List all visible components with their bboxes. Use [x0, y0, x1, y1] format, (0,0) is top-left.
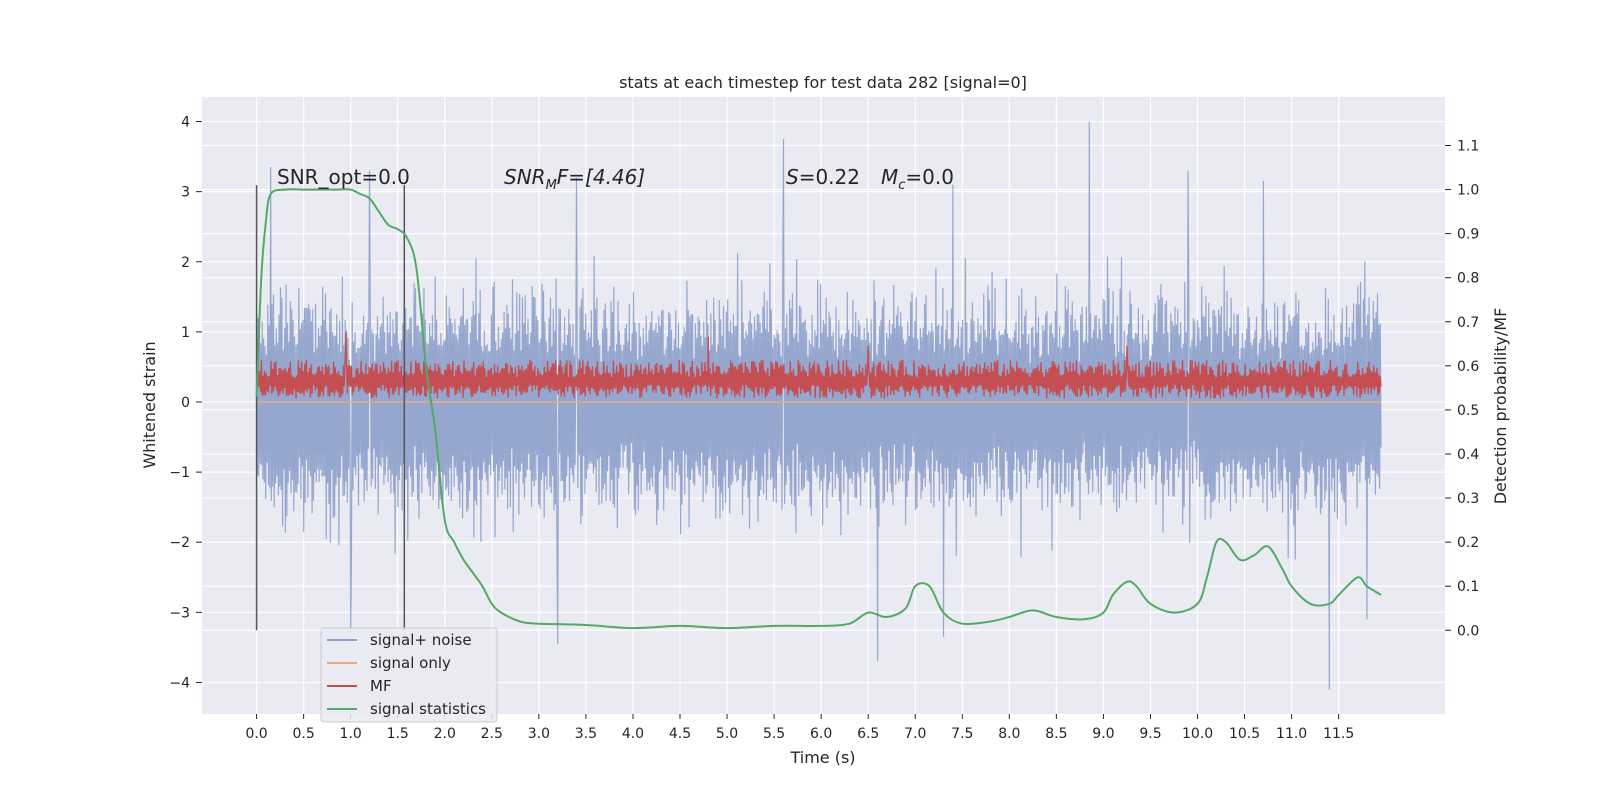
x-tick-label: 10.0 — [1182, 726, 1213, 742]
y-tick-label: 0 — [181, 395, 190, 411]
y2-tick-label: 1.1 — [1457, 138, 1479, 154]
y2-tick-label: 1.0 — [1457, 183, 1479, 199]
annotation-mc-value: Mc=0.0 — [881, 165, 954, 193]
x-tick-label: 8.5 — [1045, 726, 1067, 742]
annotation-mc-main: M — [881, 165, 898, 189]
y-tick-label: 3 — [181, 185, 190, 201]
legend-box — [320, 627, 498, 723]
y2-tick-label: 0.8 — [1457, 271, 1479, 287]
x-tick-label: 8.0 — [998, 726, 1020, 742]
annotation-s-rest: =0.22 — [799, 165, 860, 189]
annotation-snr-mf-main: SNR — [504, 165, 546, 189]
y-tick-label: −1 — [169, 465, 190, 481]
x-tick-label: 4.0 — [622, 726, 644, 742]
y2-axis-label: Detection probability/MF — [1491, 308, 1510, 505]
y-tick-label: 2 — [181, 255, 190, 271]
y-tick-label: 4 — [181, 115, 190, 131]
y-tick-label: −4 — [169, 675, 190, 691]
y2-tick-label: 0.3 — [1457, 491, 1479, 507]
annotation-snr-mf: SNRMF=[4.46] — [504, 165, 645, 193]
chart-title: stats at each timestep for test data 282… — [619, 73, 1027, 92]
x-tick-label: 0.0 — [245, 726, 267, 742]
legend-label-mf: MF — [370, 677, 392, 695]
series-signal-statistics — [255, 188, 1382, 630]
x-tick-label: 3.0 — [528, 726, 550, 742]
x-tick-label: 9.0 — [1092, 726, 1114, 742]
x-tick-label: 6.5 — [857, 726, 879, 742]
annotation-snr-opt: SNR_opt=0.0 — [277, 165, 410, 189]
y2-tick-label: 0.4 — [1457, 447, 1479, 463]
x-tick-label: 11.5 — [1323, 726, 1354, 742]
x-tick-label: 4.5 — [669, 726, 691, 742]
annotations: SNR_opt=0.0 SNRMF=[4.46] S=0.22 Mc=0.0 — [277, 165, 954, 193]
annotation-mc-sub: c — [898, 178, 905, 193]
legend: signal+ noise signal only MF signal stat… — [320, 627, 498, 723]
y2-tick-label: 0.6 — [1457, 359, 1479, 375]
x-tick-label: 1.5 — [387, 726, 409, 742]
y2-tick-label: 0.1 — [1457, 579, 1479, 595]
x-tick-label: 5.5 — [763, 726, 785, 742]
x-tick-label: 2.5 — [481, 726, 503, 742]
y2-tick-label: 0.0 — [1457, 623, 1479, 639]
annotation-s-value: S=0.22 — [786, 165, 860, 189]
y-tick-label: 1 — [181, 325, 190, 341]
y2-tick-label: 0.5 — [1457, 403, 1479, 419]
y-tick-label: −3 — [169, 605, 190, 621]
legend-label-signal-only: signal only — [370, 654, 451, 672]
y-axis-label: Whitened strain — [140, 341, 159, 468]
x-tick-label: 7.0 — [904, 726, 926, 742]
series-mf — [255, 331, 1382, 399]
x-tick-label: 11.0 — [1276, 726, 1307, 742]
y2-tick-label: 0.2 — [1457, 535, 1479, 551]
x-tick-label: 1.0 — [340, 726, 362, 742]
legend-label-signal-noise: signal+ noise — [370, 631, 472, 649]
x-axis-label: Time (s) — [789, 748, 855, 767]
x-tick-label: 6.0 — [810, 726, 832, 742]
x-tick-label: 3.5 — [575, 726, 597, 742]
x-tick-label: 10.5 — [1229, 726, 1260, 742]
annotation-mc-rest: =0.0 — [905, 165, 954, 189]
x-tick-label: 0.5 — [292, 726, 314, 742]
y2-tick-label: 0.7 — [1457, 315, 1479, 331]
x-tick-label: 2.0 — [434, 726, 456, 742]
vertical-markers — [255, 185, 406, 631]
annotation-s-main: S — [786, 165, 799, 189]
x-tick-label: 9.5 — [1139, 726, 1161, 742]
y2-tick-label: 0.9 — [1457, 227, 1479, 243]
annotation-snr-mf-rest: F=[4.46] — [557, 165, 645, 189]
x-tick-label: 5.0 — [716, 726, 738, 742]
series-layer — [255, 121, 1382, 690]
axes: 0.0 0.5 1.0 1.5 2.0 2.5 3.0 3.5 4.0 4.5 5.0 5.5 6.0 6… — [169, 115, 1479, 742]
signal-statistics-layer — [255, 188, 1382, 630]
annotation-snr-mf-sub: M — [546, 178, 557, 193]
y-tick-label: −2 — [169, 535, 190, 551]
x-tick-label: 7.5 — [951, 726, 973, 742]
legend-label-signal-statistics: signal statistics — [370, 700, 486, 718]
